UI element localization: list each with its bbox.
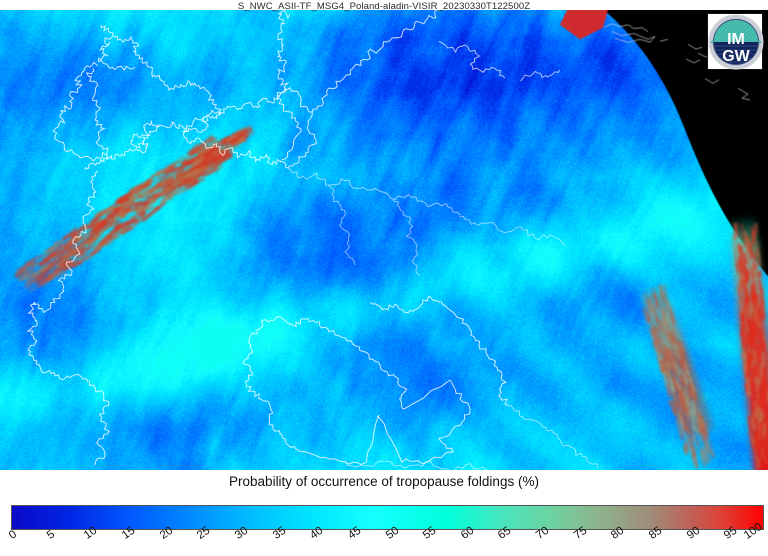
svg-text:GW: GW (722, 48, 750, 65)
svg-text:IM: IM (727, 31, 745, 48)
